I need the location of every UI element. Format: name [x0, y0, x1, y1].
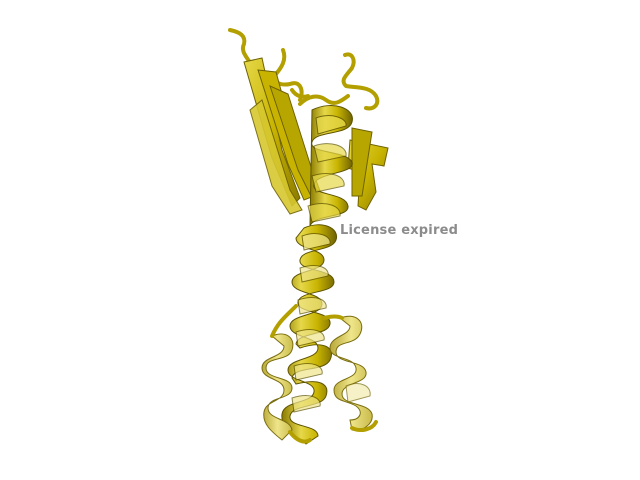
helix-main-middle [281, 224, 338, 445]
helix-main-upper [307, 105, 353, 227]
helix-lower-left [261, 333, 294, 441]
beta-sheet-right [347, 127, 389, 211]
license-watermark: License expired [340, 223, 459, 238]
helix-lower-right [329, 315, 373, 431]
beta-sheet [243, 57, 323, 215]
top-loops [228, 28, 380, 111]
lower-loops [270, 304, 378, 444]
